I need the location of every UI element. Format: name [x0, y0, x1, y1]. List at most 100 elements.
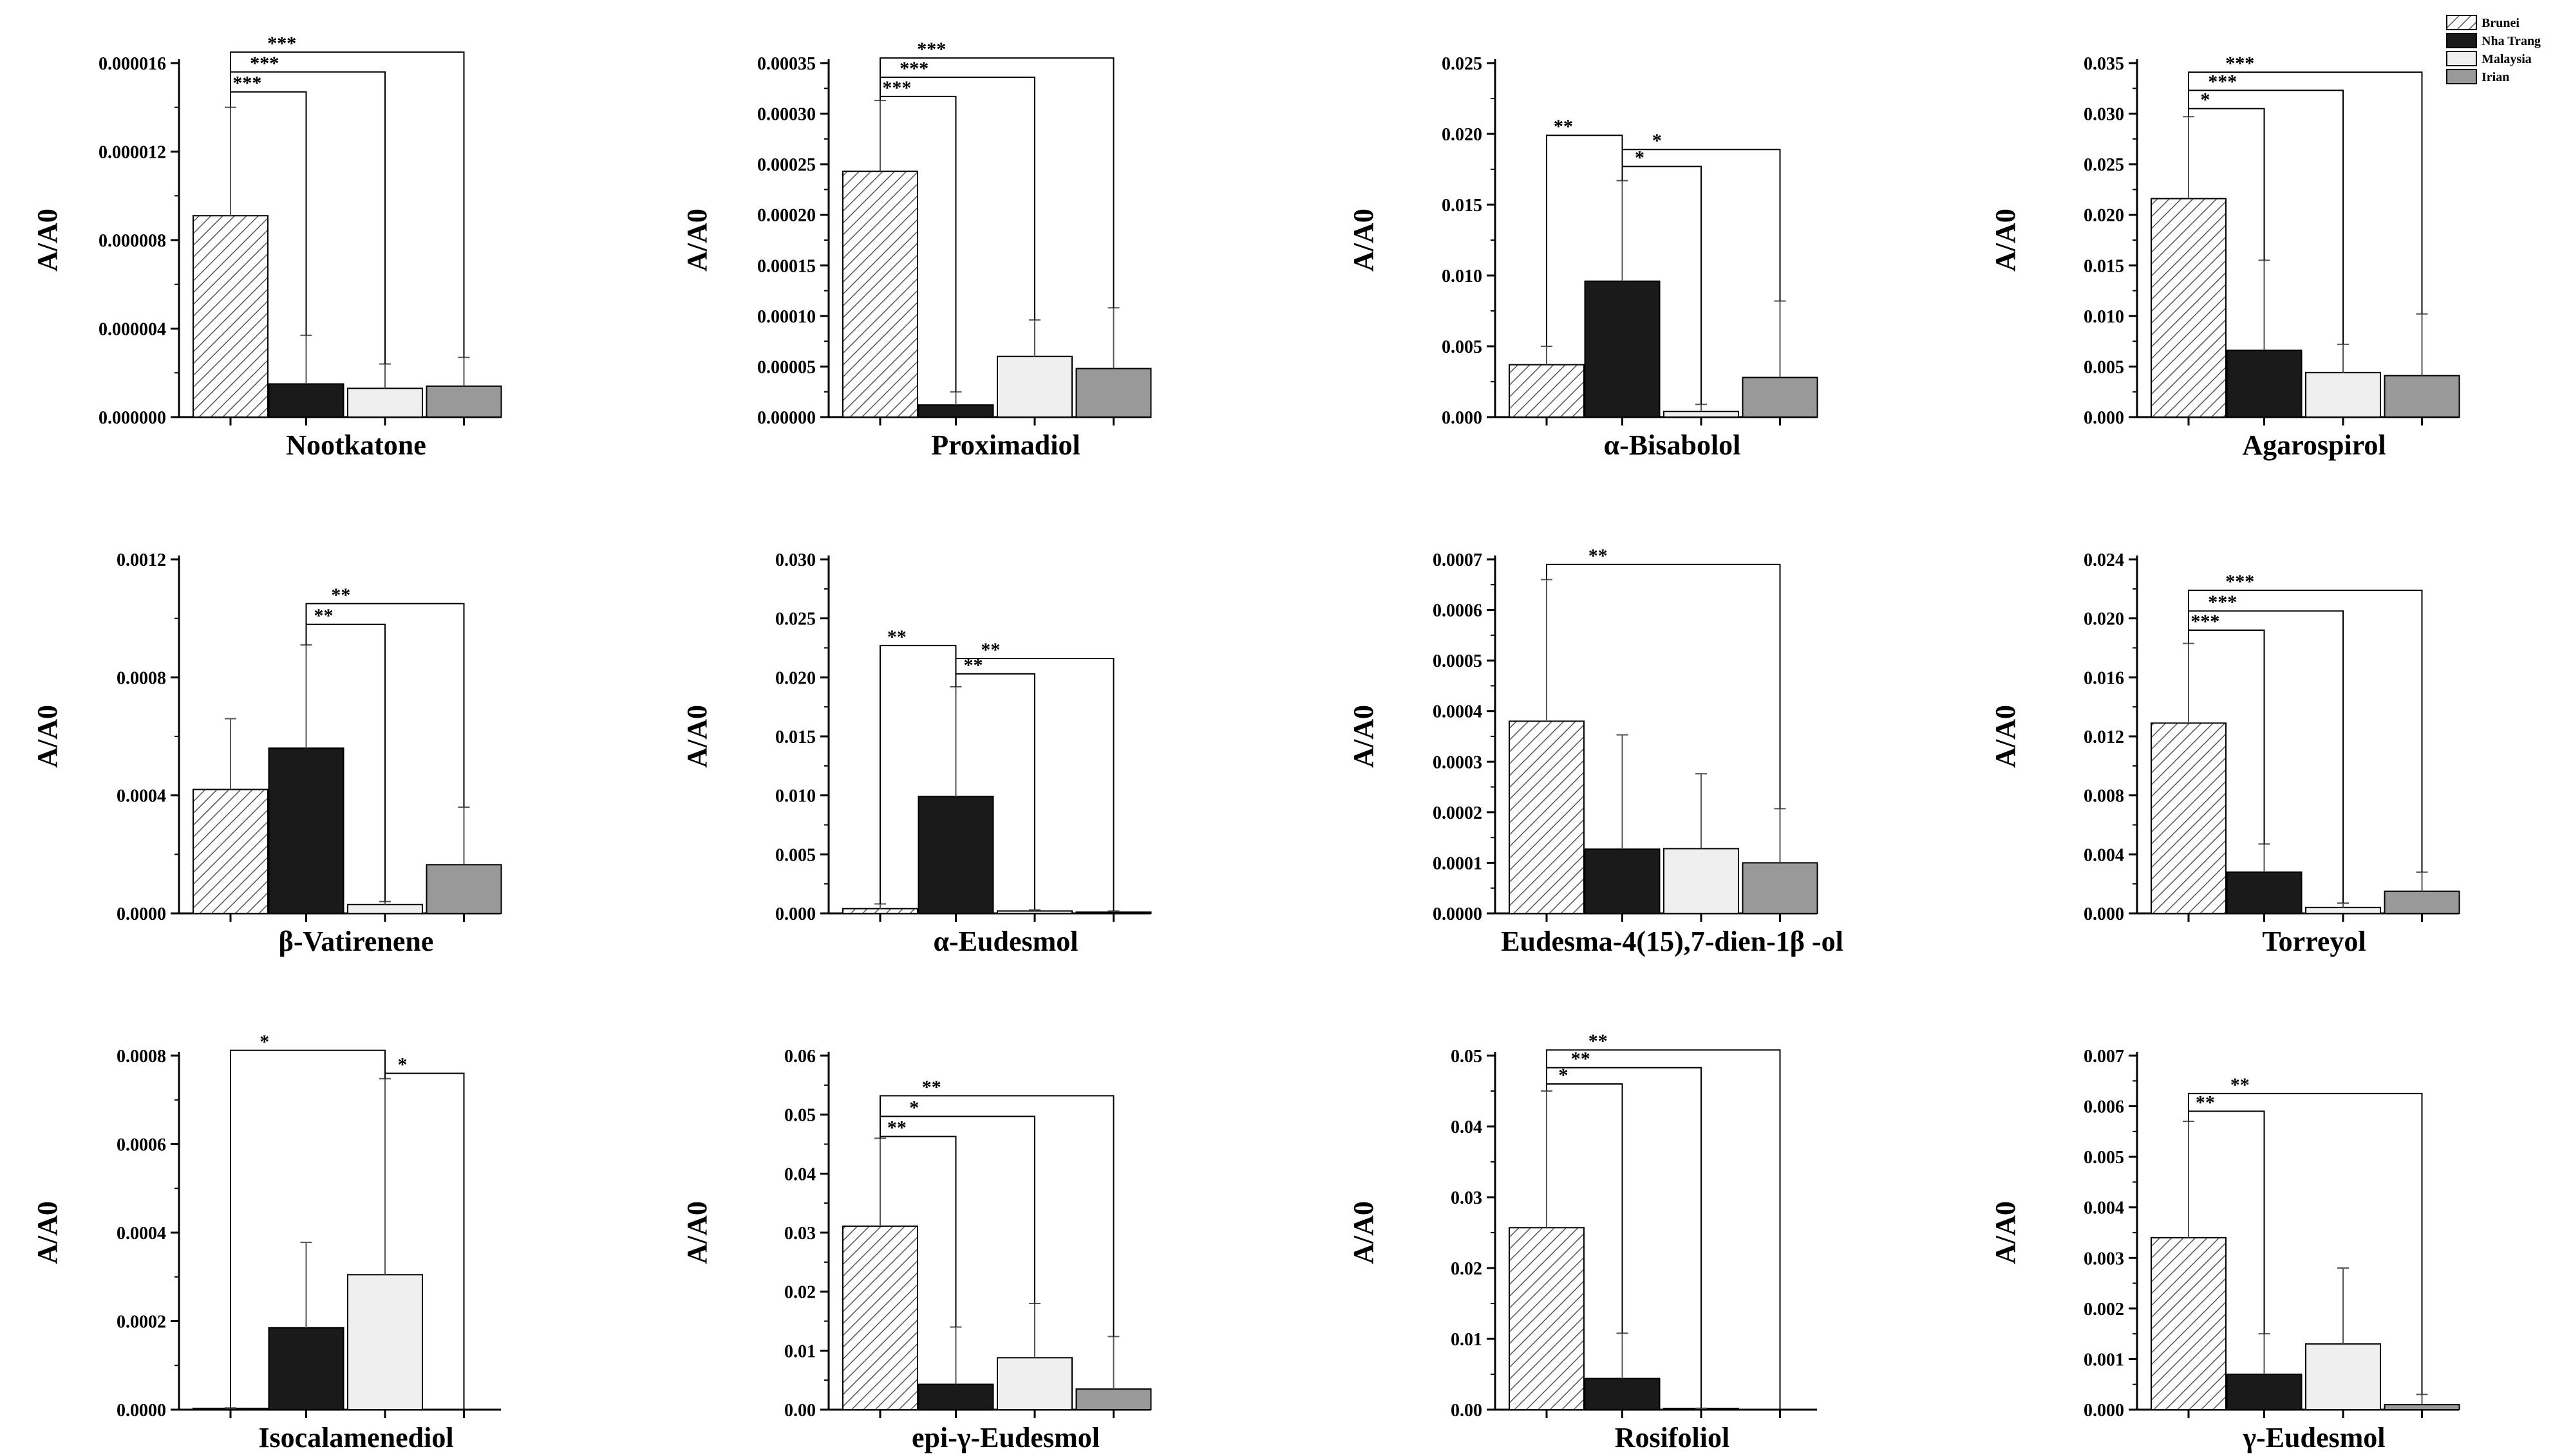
- significance-label: **: [981, 639, 1000, 660]
- significance-bracket: [230, 1049, 386, 1408]
- chart-title: Proximadiol: [931, 429, 1080, 461]
- y-tick-label: 0.000: [2084, 1401, 2124, 1421]
- significance-label: *: [909, 1097, 919, 1118]
- bar-malaysia: [1663, 848, 1739, 915]
- significance-label: **: [2196, 1092, 2215, 1113]
- y-tick-label: 0.0004: [117, 787, 166, 807]
- y-axis-label: A/A0: [1348, 705, 1379, 768]
- y-tick-label: 0.010: [1442, 266, 1482, 286]
- y-tick-label: 0.03: [1451, 1188, 1482, 1208]
- bar-irian: [1075, 911, 1152, 914]
- y-tick-label: 0.006: [2084, 1097, 2124, 1117]
- chart-title: Isocalamenediol: [258, 1422, 453, 1453]
- panel-1: 0.000000 0.000004 0.000008 0.000012 0.000016…: [32, 33, 502, 461]
- significance-label: ***: [2190, 611, 2219, 632]
- y-tick-label: 0.020: [2084, 610, 2124, 630]
- bar-brunei: [2151, 1237, 2227, 1411]
- significance-label: *: [2200, 89, 2210, 111]
- y-tick-label: 0.00000: [757, 408, 816, 428]
- y-tick-label: 0.05: [784, 1106, 816, 1126]
- y-tick-label: 0.05: [1451, 1047, 1482, 1067]
- y-tick-label: 0.015: [1442, 196, 1482, 216]
- y-axis-label: A/A0: [1348, 209, 1379, 272]
- y-tick-label: 0.002: [2084, 1300, 2124, 1320]
- significance-label: *: [397, 1054, 407, 1076]
- bar-irian: [1075, 368, 1152, 418]
- y-tick-label: 0.015: [775, 727, 816, 747]
- y-tick-label: 0.02: [784, 1283, 816, 1303]
- significance-bracket: [230, 51, 465, 358]
- y-tick-label: 0.04: [1451, 1117, 1482, 1137]
- y-tick-label: 0.016: [2084, 668, 2124, 688]
- panel-12: 0.000 0.001 0.002 0.003 0.004 0.005 0.006 0.007…: [1990, 1047, 2460, 1453]
- significance-label: ***: [917, 39, 946, 60]
- significance-bracket: [384, 1072, 465, 1410]
- y-tick-label: 0.020: [775, 668, 816, 688]
- bar-malaysia: [347, 904, 423, 914]
- y-tick-label: 0.06: [784, 1047, 816, 1067]
- significance-bracket: [880, 57, 1115, 308]
- y-tick-label: 0.00010: [757, 307, 816, 327]
- bar-irian: [1742, 377, 1818, 418]
- y-tick-label: 0.004: [2084, 845, 2124, 865]
- y-tick-label: 0.000: [2084, 904, 2124, 924]
- chart-title: Torreyol: [2262, 926, 2366, 957]
- y-tick-label: 0.030: [775, 550, 816, 570]
- y-tick-label: 0.025: [2084, 155, 2124, 175]
- y-tick-label: 0.003: [2084, 1249, 2124, 1269]
- y-tick-label: 0.0004: [1433, 702, 1482, 722]
- bar-brunei: [193, 215, 268, 418]
- significance-label: ***: [232, 73, 261, 94]
- significance-bracket: [1621, 149, 1781, 301]
- y-tick-label: 0.005: [775, 845, 816, 865]
- significance-label: ***: [882, 77, 911, 98]
- y-tick-label: 0.0007: [1433, 550, 1482, 570]
- significance-label: **: [331, 584, 350, 606]
- bar-nha-trang: [918, 796, 994, 914]
- significance-label: **: [2230, 1074, 2250, 1096]
- chart-title: epi-γ-Eudesmol: [912, 1422, 1100, 1453]
- y-tick-label: 0.005: [2084, 357, 2124, 377]
- y-tick-label: 0.0000: [117, 1401, 166, 1421]
- panel-7: 0.0000 0.0001 0.0002 0.0003 0.0004 0.0005 0.00…: [1348, 545, 1843, 957]
- significance-bracket: [880, 1095, 1115, 1337]
- bar-brunei: [2151, 722, 2227, 914]
- bar-brunei: [1509, 1227, 1585, 1411]
- y-tick-label: 0.005: [2084, 1148, 2124, 1168]
- panel-6: 0.000 0.005 0.010 0.015 0.020 0.025 0.030 A/A0 α…: [681, 550, 1152, 957]
- significance-bracket: [2188, 1092, 2423, 1395]
- chart-title: α-Eudesmol: [933, 926, 1078, 957]
- significance-label: **: [1588, 545, 1608, 566]
- y-tick-label: 0.0002: [117, 1312, 166, 1332]
- y-tick-label: 0.0002: [1433, 803, 1482, 823]
- bar-nha-trang: [918, 404, 994, 418]
- legend-label: Nha Trang: [2482, 34, 2541, 48]
- bar-irian: [2384, 890, 2460, 914]
- significance-label: **: [1571, 1049, 1590, 1070]
- legend-swatch-malaysia: [2446, 51, 2477, 66]
- legend-label: Irian: [2482, 70, 2509, 84]
- y-tick-label: 0.0001: [1433, 854, 1482, 873]
- panel-3: 0.000 0.005 0.010 0.015 0.020 0.025 A/A0 α-Bisa…: [1348, 54, 1818, 461]
- bar-nha-trang: [268, 383, 344, 418]
- y-tick-label: 0.000: [2084, 408, 2124, 428]
- bar-nha-trang: [1584, 1377, 1661, 1411]
- y-tick-label: 0.010: [2084, 307, 2124, 327]
- significance-bracket: [305, 602, 465, 807]
- bar-irian: [426, 385, 502, 418]
- y-tick-label: 0.0008: [117, 668, 166, 688]
- y-tick-label: 0.015: [2084, 256, 2124, 276]
- y-tick-label: 0.0006: [1433, 601, 1482, 621]
- chart-title: Nootkatone: [286, 429, 426, 461]
- y-tick-label: 0.0000: [1433, 904, 1482, 924]
- legend: Brunei Nha Trang Malaysia Irian: [2446, 15, 2541, 84]
- bar-brunei: [193, 789, 268, 914]
- y-tick-label: 0.001: [2084, 1350, 2124, 1370]
- bar-nha-trang: [268, 747, 344, 915]
- panel-9: 0.0000 0.0002 0.0004 0.0006 0.0008 A/A0 Isocal…: [32, 1031, 501, 1453]
- y-tick-label: 0.000008: [99, 231, 166, 251]
- significance-label: ***: [250, 53, 279, 74]
- panel-10: 0.00 0.01 0.02 0.03 0.04 0.05 0.06 A/A0 epi-γ-Eu…: [681, 1047, 1152, 1453]
- significance-bracket: [2188, 590, 2423, 872]
- y-tick-label: 0.030: [2084, 105, 2124, 125]
